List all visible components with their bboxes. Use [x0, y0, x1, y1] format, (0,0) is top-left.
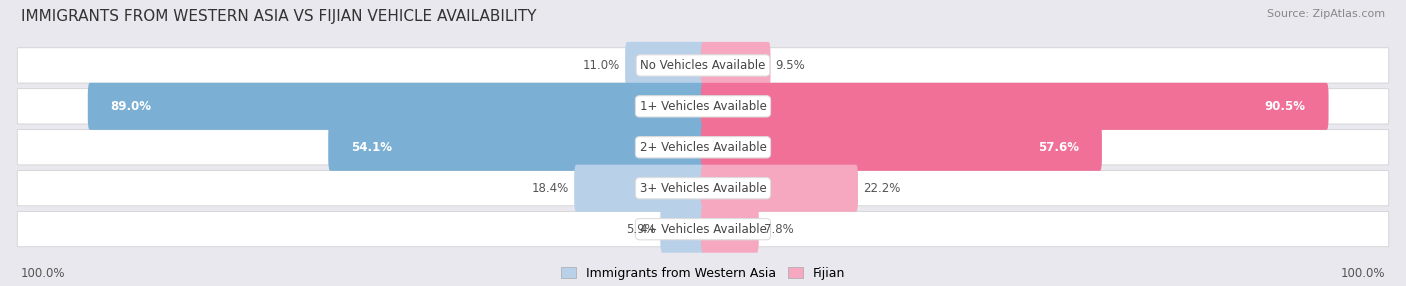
FancyBboxPatch shape	[702, 42, 770, 89]
FancyBboxPatch shape	[17, 89, 1389, 124]
FancyBboxPatch shape	[702, 206, 759, 253]
Text: 54.1%: 54.1%	[352, 141, 392, 154]
Text: 9.5%: 9.5%	[775, 59, 806, 72]
Text: Source: ZipAtlas.com: Source: ZipAtlas.com	[1267, 9, 1385, 19]
Text: 4+ Vehicles Available: 4+ Vehicles Available	[640, 223, 766, 236]
FancyBboxPatch shape	[17, 212, 1389, 247]
Text: 7.8%: 7.8%	[763, 223, 793, 236]
FancyBboxPatch shape	[702, 124, 1102, 171]
FancyBboxPatch shape	[17, 171, 1389, 206]
Text: 11.0%: 11.0%	[583, 59, 620, 72]
Text: 100.0%: 100.0%	[21, 267, 66, 280]
FancyBboxPatch shape	[661, 206, 704, 253]
Text: 18.4%: 18.4%	[531, 182, 569, 195]
FancyBboxPatch shape	[702, 165, 858, 212]
Legend: Immigrants from Western Asia, Fijian: Immigrants from Western Asia, Fijian	[561, 267, 845, 280]
FancyBboxPatch shape	[626, 42, 704, 89]
Text: IMMIGRANTS FROM WESTERN ASIA VS FIJIAN VEHICLE AVAILABILITY: IMMIGRANTS FROM WESTERN ASIA VS FIJIAN V…	[21, 9, 537, 23]
Text: 100.0%: 100.0%	[1340, 267, 1385, 280]
FancyBboxPatch shape	[17, 48, 1389, 83]
Text: 22.2%: 22.2%	[863, 182, 900, 195]
Text: 89.0%: 89.0%	[111, 100, 152, 113]
FancyBboxPatch shape	[17, 130, 1389, 165]
Text: 1+ Vehicles Available: 1+ Vehicles Available	[640, 100, 766, 113]
FancyBboxPatch shape	[574, 165, 704, 212]
FancyBboxPatch shape	[87, 83, 704, 130]
Text: No Vehicles Available: No Vehicles Available	[640, 59, 766, 72]
Text: 3+ Vehicles Available: 3+ Vehicles Available	[640, 182, 766, 195]
Text: 90.5%: 90.5%	[1265, 100, 1306, 113]
FancyBboxPatch shape	[328, 124, 704, 171]
Text: 2+ Vehicles Available: 2+ Vehicles Available	[640, 141, 766, 154]
FancyBboxPatch shape	[702, 83, 1329, 130]
Text: 5.9%: 5.9%	[626, 223, 655, 236]
Text: 57.6%: 57.6%	[1038, 141, 1080, 154]
